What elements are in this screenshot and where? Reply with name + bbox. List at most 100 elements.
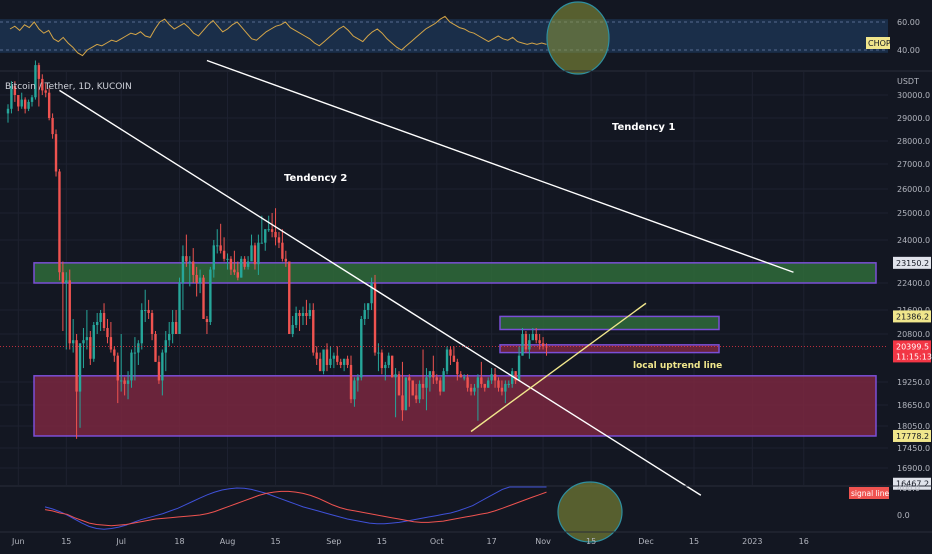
candle-body: [452, 355, 456, 362]
candle-body: [89, 337, 92, 359]
symbol-label[interactable]: Bitcoin / Tether, 1D, KUCOIN: [5, 82, 132, 92]
price-tag-green-zone: 23150.2: [896, 259, 929, 268]
time-tick-label: 15: [586, 537, 596, 546]
candle-body: [243, 258, 246, 267]
candle-body: [106, 328, 109, 338]
candle-body: [353, 380, 356, 400]
candle-body: [476, 377, 480, 388]
candle-body: [102, 313, 106, 328]
candle-body: [469, 387, 473, 392]
candle-body: [126, 380, 130, 384]
time-tick-label: 16: [799, 537, 809, 546]
candle-body: [332, 355, 336, 359]
price-tag-red-zone: 17778.2: [896, 432, 929, 441]
time-tick-label: Dec: [638, 537, 653, 546]
candle-body: [428, 371, 432, 378]
candles: [6, 60, 548, 439]
candle-body: [541, 343, 545, 347]
candle-body: [384, 364, 387, 369]
candle-body: [161, 352, 164, 381]
candle-body: [315, 352, 318, 359]
candle-body: [233, 269, 236, 273]
candle-body: [95, 322, 99, 325]
chop-tick-label: 40.00: [897, 46, 920, 55]
time-tick-label: 18: [174, 537, 184, 546]
time-tick-label: Oct: [430, 537, 444, 546]
candle-body: [462, 377, 466, 379]
candle-body: [521, 334, 524, 356]
lower-tick-label: 0.0: [897, 511, 910, 520]
candle-body: [538, 340, 541, 344]
lower-highlight-ellipse: [557, 481, 623, 543]
candle-body: [535, 334, 538, 341]
candle-body: [212, 245, 215, 270]
time-tick-label: 15: [61, 537, 71, 546]
candle-body: [291, 325, 294, 334]
candle-body: [157, 361, 161, 381]
chop-panel: 60.00 40.00 CHOP: [0, 1, 920, 75]
candle-body: [322, 349, 325, 372]
price-tick-label: 19250.0: [897, 378, 930, 387]
candle-body: [325, 349, 329, 365]
candle-body: [380, 352, 384, 369]
candle-body: [58, 171, 61, 273]
time-tick-label: Jun: [11, 537, 25, 546]
candle-body: [421, 383, 425, 388]
candle-body: [373, 283, 377, 353]
candle-body: [168, 334, 171, 341]
candle-body: [85, 337, 89, 341]
candle-body: [130, 352, 133, 381]
price-tick-label: 29000.0: [897, 114, 930, 123]
candle-body: [308, 310, 312, 316]
zone-red: [33, 375, 877, 437]
candle-body: [216, 245, 219, 247]
candle-body: [524, 334, 528, 350]
chop-highlight-ellipse: [546, 1, 610, 75]
price-tag-last: 20399.5: [896, 342, 929, 351]
candle-body: [312, 310, 315, 353]
candle-body: [13, 85, 17, 95]
candle-body: [432, 371, 435, 378]
candle-body: [41, 78, 44, 91]
chop-tag-background: [866, 37, 890, 49]
candle-body: [68, 280, 71, 344]
candle-body: [171, 322, 174, 334]
candle-body: [198, 277, 202, 283]
time-axis[interactable]: Jun 15 Jul 18 Aug 15 Sep 15 Oct 17 Nov 15 Dec 15 2023 1…: [0, 531, 932, 546]
candle-body: [425, 377, 428, 388]
candle-body: [500, 387, 504, 392]
candle-body: [185, 256, 188, 262]
candle-body: [298, 313, 301, 316]
annotation-uptrend: local uptrend line: [633, 361, 722, 371]
candle-body: [473, 387, 476, 392]
candle-body: [222, 250, 226, 259]
price-tick-label: 17450.0: [897, 444, 930, 453]
price-tick-label: 18050.0: [897, 422, 930, 431]
candle-body: [339, 361, 342, 365]
candle-body: [109, 337, 113, 350]
candle-body: [531, 334, 534, 341]
price-axis[interactable]: USDT 30000.0 29000.0 28000.0 27000.0 26000.0…: [893, 77, 932, 490]
candle-body: [226, 258, 229, 260]
candle-body: [411, 380, 414, 396]
time-tick-label: 15: [377, 537, 387, 546]
candle-body: [466, 377, 469, 388]
zone-green: [33, 262, 877, 284]
candle-body: [75, 340, 78, 392]
candle-body: [418, 383, 421, 400]
candle-body: [408, 377, 411, 381]
candle-body: [150, 313, 154, 334]
candle-body: [144, 310, 147, 311]
price-tag-lowest: 16467.2: [896, 480, 929, 489]
candle-body: [349, 364, 353, 400]
candle-body: [246, 261, 250, 267]
candle-body: [17, 95, 20, 107]
candle-body: [404, 377, 408, 411]
signal-line-tag: signal line: [851, 489, 889, 498]
tag-background: [893, 477, 931, 490]
candle-body: [30, 97, 34, 102]
price-tick-label: 25000.0: [897, 209, 930, 218]
trend-lines: [59, 59, 794, 496]
